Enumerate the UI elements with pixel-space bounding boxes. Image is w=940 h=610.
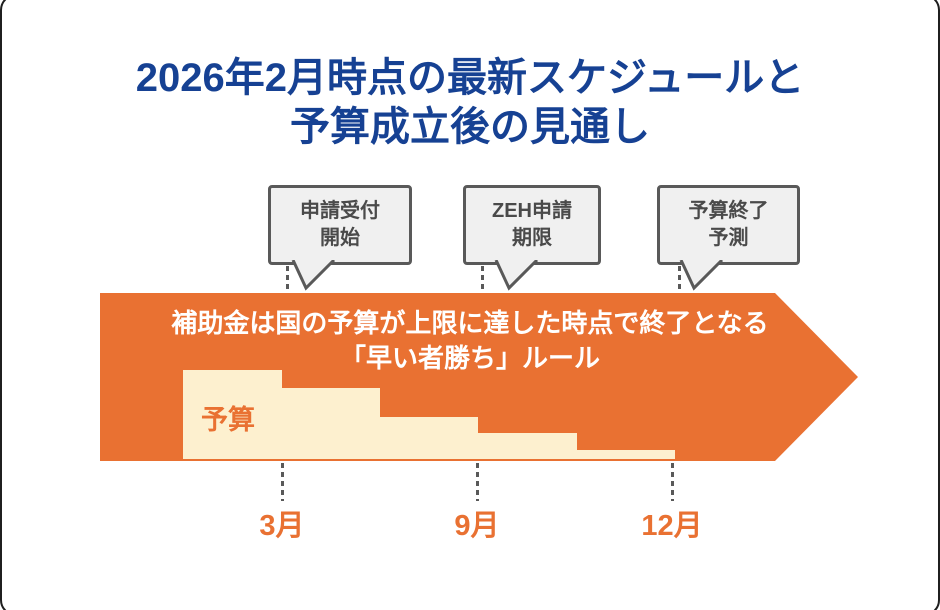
- callout-connector-dashed-line-1: [286, 266, 289, 292]
- month-tick-dashed-line-1: [281, 463, 284, 501]
- callout-budget-end-forecast-line2: 予測: [708, 227, 749, 249]
- budget-label: 予算: [201, 405, 255, 435]
- rule-description-line2: 「早い者勝ち」ルール: [339, 343, 600, 373]
- month-label-september: 9月: [454, 510, 500, 542]
- callout-tail-3: [679, 260, 724, 291]
- callout-zeh-deadline-line1: ZEH申請: [492, 200, 572, 222]
- callout-application-start-line1: 申請受付: [300, 200, 380, 222]
- month-tick-dashed-line-3: [671, 463, 674, 501]
- month-label-march: 3月: [259, 510, 305, 542]
- callout-zeh-deadline: ZEH申請 期限: [463, 185, 601, 265]
- callout-tail-2: [494, 260, 539, 291]
- callout-budget-end-forecast-line1: 予算終了: [688, 200, 769, 222]
- callout-tail-1: [291, 260, 336, 291]
- month-tick-dashed-line-2: [476, 463, 479, 501]
- rule-description-line1: 補助金は国の予算が上限に達した時点で終了となる: [171, 308, 769, 338]
- callout-application-start-line2: 開始: [320, 227, 360, 249]
- page-title: 2026年2月時点の最新スケジュールと 予算成立後の見通し: [0, 54, 940, 152]
- rule-description: 補助金は国の予算が上限に達した時点で終了となる 「早い者勝ち」ルール: [120, 306, 820, 376]
- callout-application-start: 申請受付 開始: [268, 185, 412, 265]
- page-title-line2: 予算成立後の見通し: [290, 105, 650, 149]
- callout-zeh-deadline-line2: 期限: [512, 227, 552, 249]
- callout-connector-dashed-line-3: [678, 266, 681, 292]
- page-title-line1: 2026年2月時点の最新スケジュールと: [135, 56, 805, 100]
- budget-steps-shape: [183, 370, 675, 459]
- callout-connector-dashed-line-2: [481, 266, 484, 292]
- callout-budget-end-forecast: 予算終了 予測: [657, 185, 800, 265]
- month-label-december: 12月: [641, 510, 703, 542]
